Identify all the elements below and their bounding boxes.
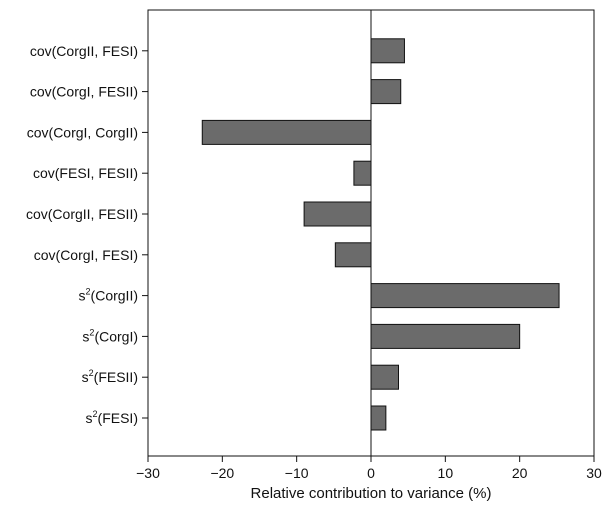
x-tick-label: 10 [438, 465, 454, 481]
category-labels: cov(CorgII, FESI) cov(CorgI, FESII) cov(Co… [26, 43, 148, 426]
x-tick-label: −20 [210, 465, 234, 481]
category-label: s2(CorgI) [82, 327, 138, 344]
x-axis-label: Relative contribution to variance (%) [251, 485, 492, 502]
bar [303, 201, 372, 227]
bar [370, 323, 521, 349]
category-label: cov(CorgI, FESI) [34, 247, 138, 263]
category-label: s2(FESI) [86, 409, 138, 426]
x-tick-label: 20 [512, 465, 528, 481]
category-label: s2(CorgII) [79, 287, 138, 304]
x-tick-label: 30 [586, 465, 602, 481]
x-tick-label: 0 [367, 465, 375, 481]
bars-group [201, 38, 560, 431]
category-label: cov(CorgII, FESI) [30, 43, 138, 59]
bar [370, 283, 560, 309]
category-label: s2(FESII) [82, 368, 138, 385]
bar [201, 119, 372, 145]
bar [353, 160, 372, 186]
bar [370, 364, 400, 390]
bar [370, 38, 405, 64]
category-label: cov(FESI, FESII) [33, 165, 138, 181]
x-tick-label: −30 [136, 465, 160, 481]
category-label: cov(CorgI, FESII) [30, 84, 138, 100]
category-label: cov(CorgII, FESII) [26, 206, 138, 222]
bar [334, 242, 372, 268]
x-tick-label: −10 [285, 465, 309, 481]
bar [370, 79, 402, 105]
x-axis-ticks: −30 −20 −10 0 10 20 30 [136, 456, 602, 481]
category-label: cov(CorgI, CorgII) [27, 124, 138, 140]
bar [370, 405, 387, 431]
